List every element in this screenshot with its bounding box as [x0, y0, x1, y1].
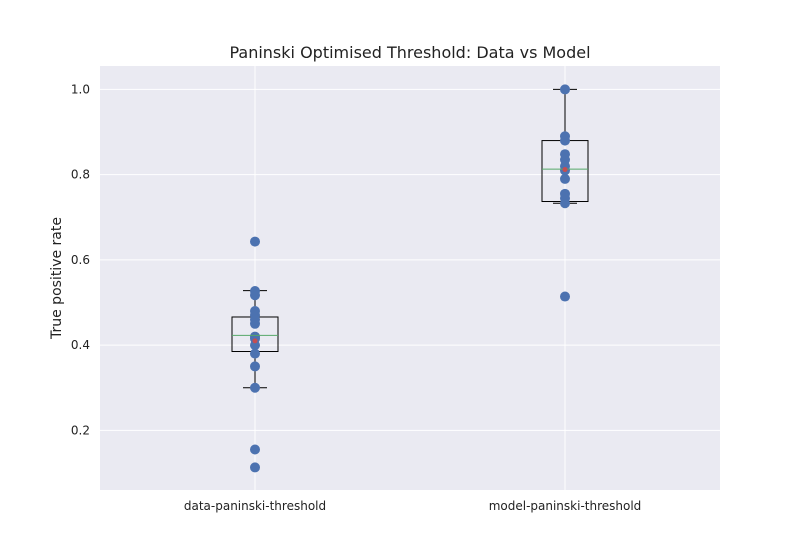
data-points [232, 84, 588, 473]
y-tick-label: 0.8 [71, 168, 90, 182]
tick-labels: 0.2 0.4 0.6 0.8 1.0 data-paninski-threshold mo… [71, 82, 641, 513]
data-point [560, 291, 570, 302]
data-point [250, 462, 260, 473]
x-tick-label: model-paninski-threshold [489, 499, 642, 513]
data-point [250, 361, 260, 372]
data-point [250, 318, 260, 329]
data-point [560, 173, 570, 184]
data-point [250, 236, 260, 247]
y-tick-label: 0.4 [71, 338, 90, 352]
data-point [250, 444, 260, 455]
y-tick-label: 1.0 [71, 82, 90, 96]
y-axis-label: True positive rate [49, 217, 65, 340]
chart-title: Paninski Optimised Threshold: Data vs Mo… [229, 43, 590, 62]
data-point [250, 340, 260, 351]
x-tick-label: data-paninski-threshold [184, 499, 326, 513]
y-tick-label: 0.2 [71, 423, 90, 437]
mean-marker [562, 167, 568, 173]
data-point [250, 290, 260, 301]
data-point [560, 135, 570, 146]
y-tick-label: 0.6 [71, 253, 90, 267]
data-point [560, 198, 570, 209]
data-point [250, 382, 260, 393]
plot-area [100, 66, 720, 490]
data-point [560, 84, 570, 95]
mean-marker [252, 338, 258, 344]
data-point [250, 348, 260, 359]
